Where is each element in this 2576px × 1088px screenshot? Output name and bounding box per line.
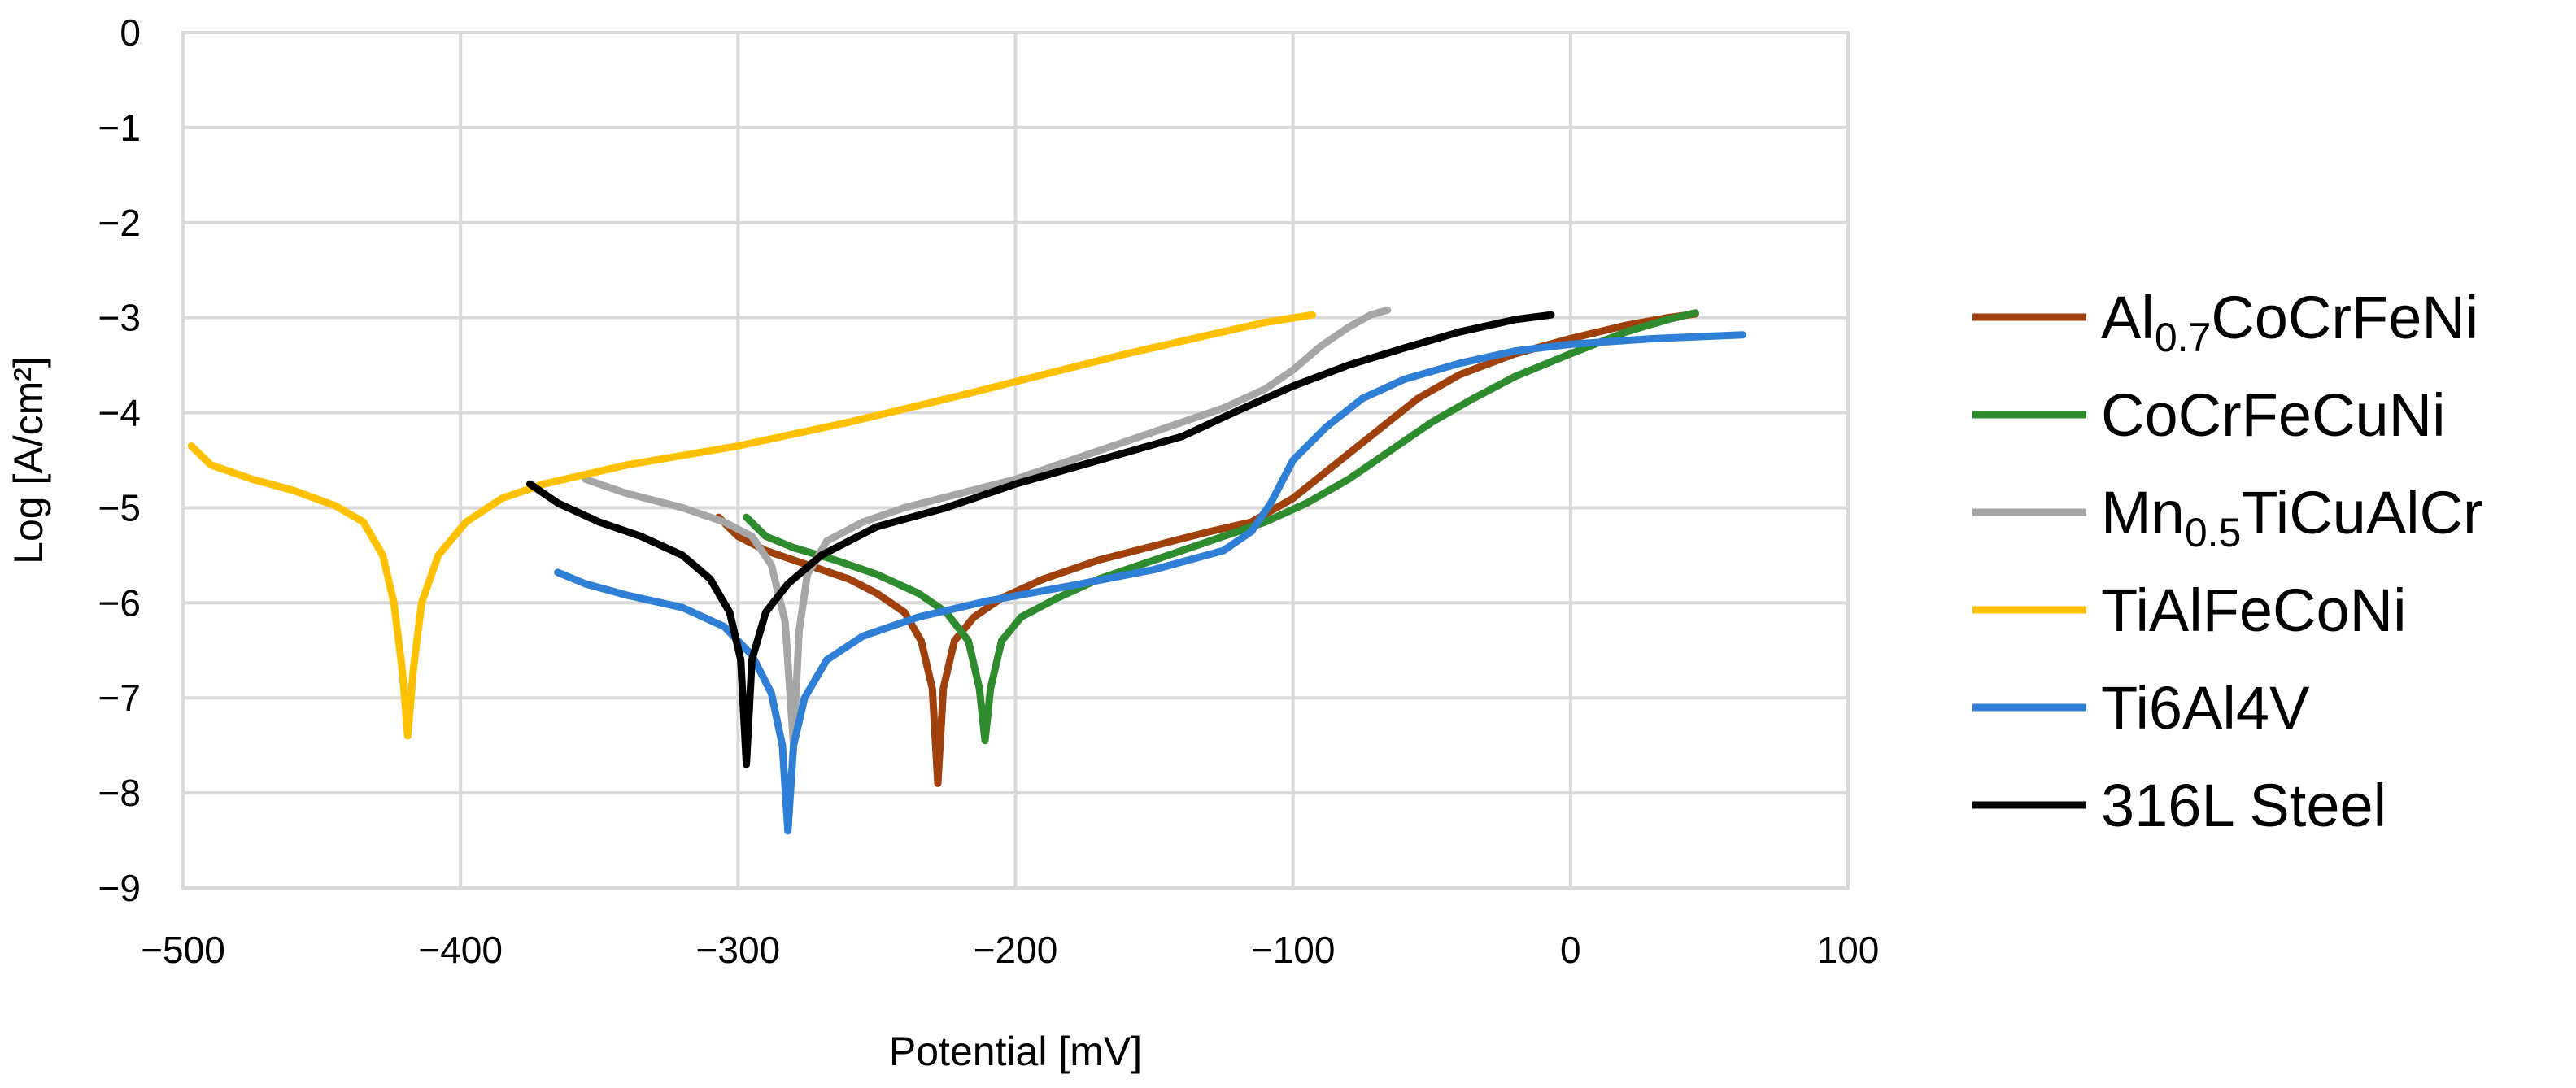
series-line-mn0-5ticualcr xyxy=(582,306,1392,750)
series-line-tialfeconi xyxy=(187,311,1316,740)
plot-series xyxy=(187,306,1746,835)
y-tick-label: −4 xyxy=(98,392,141,434)
y-axis-title: Log [A/cm²] xyxy=(6,356,51,564)
series-line-cocrfecuni xyxy=(743,309,1699,745)
y-tick-label: −5 xyxy=(98,486,141,529)
series-line-ti6al4v xyxy=(554,331,1746,835)
y-tick-label: −1 xyxy=(98,107,141,149)
series-line-316l-steel xyxy=(526,311,1555,768)
legend-label: Ti6Al4V xyxy=(2101,674,2310,742)
y-tick-label: −3 xyxy=(98,297,141,339)
y-tick-label: −7 xyxy=(98,677,141,719)
x-tick-label: −200 xyxy=(974,929,1058,971)
plot-frame xyxy=(181,31,1850,890)
legend: Al0.7CoCrFeNi CoCrFeCuNi Mn0.5TiCuAlCr TiAl… xyxy=(1972,284,2483,839)
tick-labels: −500 −400 −300 −200 −100 0 100 0 −1 −2 −3 −4 −5 −6 −7 −… xyxy=(98,11,1880,971)
grid xyxy=(181,31,1850,890)
x-tick-label: −100 xyxy=(1251,929,1336,971)
y-tick-label: −6 xyxy=(98,581,141,624)
x-tick-label: 0 xyxy=(1560,929,1581,971)
legend-label: CoCrFeCuNi xyxy=(2101,381,2446,449)
y-tick-label: −9 xyxy=(98,867,141,909)
y-tick-label: 0 xyxy=(120,11,141,54)
legend-label: Al0.7CoCrFeNi xyxy=(2101,284,2478,360)
x-tick-label: −400 xyxy=(418,929,503,971)
y-tick-label: −8 xyxy=(98,772,141,814)
x-tick-label: −500 xyxy=(141,929,225,971)
legend-label: TiAlFeCoNi xyxy=(2101,577,2407,644)
x-axis-title: Potential [mV] xyxy=(889,1029,1142,1074)
y-tick-label: −2 xyxy=(98,202,141,244)
x-tick-label: −300 xyxy=(696,929,781,971)
series-line-al0-7cocrfeni xyxy=(715,310,1699,787)
x-tick-label: 100 xyxy=(1817,929,1880,971)
legend-label: Mn0.5TiCuAlCr xyxy=(2101,479,2483,555)
legend-label: 316L Steel xyxy=(2101,772,2386,839)
